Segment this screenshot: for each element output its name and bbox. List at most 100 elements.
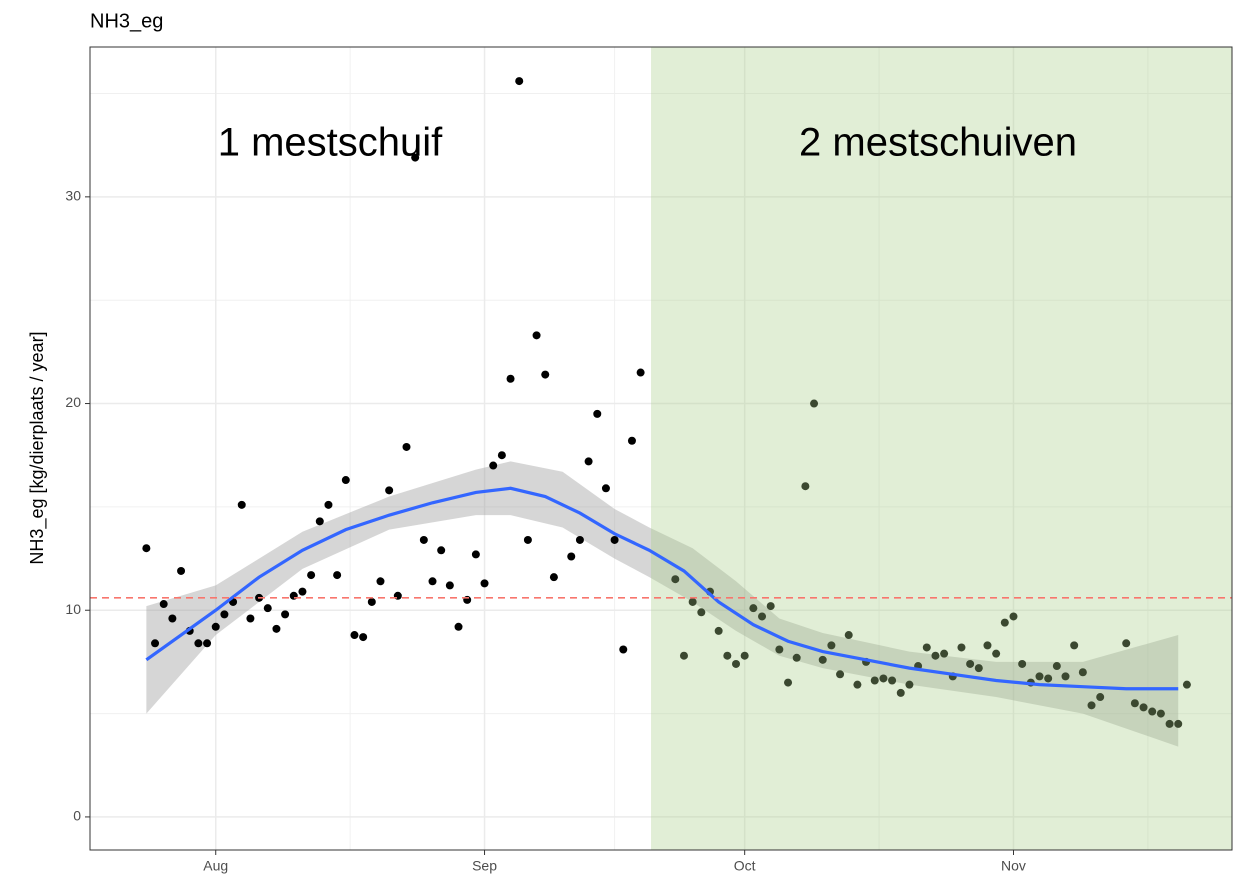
x-tick-label: Sep [472, 858, 497, 874]
data-point [402, 442, 411, 451]
data-point [541, 370, 550, 379]
data-point [922, 643, 931, 652]
data-point [1122, 639, 1131, 648]
data-point [896, 688, 905, 697]
data-point [333, 571, 342, 580]
data-point [575, 535, 584, 544]
data-point [315, 517, 324, 526]
data-point [151, 639, 160, 648]
data-point [1148, 707, 1157, 716]
data-point [688, 597, 697, 606]
data-point [411, 153, 420, 162]
data-point [1156, 709, 1165, 718]
data-point [610, 535, 619, 544]
data-point [177, 566, 186, 575]
data-point [836, 670, 845, 679]
data-point [775, 645, 784, 654]
data-point [1061, 672, 1070, 681]
data-point [272, 624, 281, 633]
data-point [1052, 662, 1061, 671]
data-point [957, 643, 966, 652]
data-point [584, 457, 593, 466]
data-point [1018, 659, 1027, 668]
data-point [1078, 668, 1087, 677]
data-point [992, 649, 1001, 658]
data-point [1130, 699, 1139, 708]
data-point [697, 608, 706, 617]
data-point [931, 651, 940, 660]
data-point [983, 641, 992, 650]
data-point [827, 641, 836, 650]
data-point [1009, 612, 1018, 621]
data-point [1000, 618, 1009, 627]
data-point [723, 651, 732, 660]
data-point [281, 610, 290, 619]
data-point [732, 659, 741, 668]
smooth-line [145, 486, 1179, 691]
data-point [489, 461, 498, 470]
data-point [203, 639, 212, 648]
data-point [601, 484, 610, 493]
data-point [844, 631, 853, 640]
panel-border [89, 46, 1233, 851]
data-point [1044, 674, 1053, 683]
data-point [506, 374, 515, 383]
data-point [1070, 641, 1079, 650]
x-tick-label: Nov [1001, 858, 1026, 874]
data-point [784, 678, 793, 687]
data-point [194, 639, 203, 648]
data-point [350, 631, 359, 640]
data-point [1087, 701, 1096, 710]
data-point [523, 535, 532, 544]
data-point [966, 659, 975, 668]
y-tick-label: 10 [65, 601, 81, 617]
data-point [445, 581, 454, 590]
data-point [1035, 672, 1044, 681]
data-point [1174, 719, 1183, 728]
data-point [818, 655, 827, 664]
data-point [879, 674, 888, 683]
data-point [237, 500, 246, 509]
data-point [870, 676, 879, 685]
data-point [905, 680, 914, 689]
data-point [471, 550, 480, 559]
data-point [367, 597, 376, 606]
data-point [1165, 719, 1174, 728]
y-tick-label: 30 [65, 188, 81, 204]
data-point [940, 649, 949, 658]
data-point [853, 680, 862, 689]
data-point [627, 436, 636, 445]
x-tick-label: Oct [734, 858, 756, 874]
data-point [168, 614, 177, 623]
data-point [593, 409, 602, 418]
data-point [549, 573, 558, 582]
data-point [810, 399, 819, 408]
data-point [419, 535, 428, 544]
data-point [341, 476, 350, 485]
data-point [480, 579, 489, 588]
data-point [324, 500, 333, 509]
data-point [307, 571, 316, 580]
data-point [766, 602, 775, 611]
data-point [714, 626, 723, 635]
annotation: 1 mestschuif [218, 121, 443, 165]
x-tick-label: Aug [203, 858, 228, 874]
data-point [619, 645, 628, 654]
data-point [749, 604, 758, 613]
data-point [671, 575, 680, 584]
data-point [888, 676, 897, 685]
y-tick-label: 0 [73, 808, 81, 824]
data-point [497, 451, 506, 460]
data-point [679, 651, 688, 660]
data-point [1182, 680, 1191, 689]
data-point [532, 331, 541, 340]
data-point [1139, 703, 1148, 712]
data-point [636, 368, 645, 377]
data-point [359, 633, 368, 642]
data-point [437, 546, 446, 555]
y-tick-label: 20 [65, 394, 81, 410]
chart-title: NH3_eg [90, 10, 163, 32]
confidence-band [146, 461, 1179, 747]
data-point [974, 664, 983, 673]
